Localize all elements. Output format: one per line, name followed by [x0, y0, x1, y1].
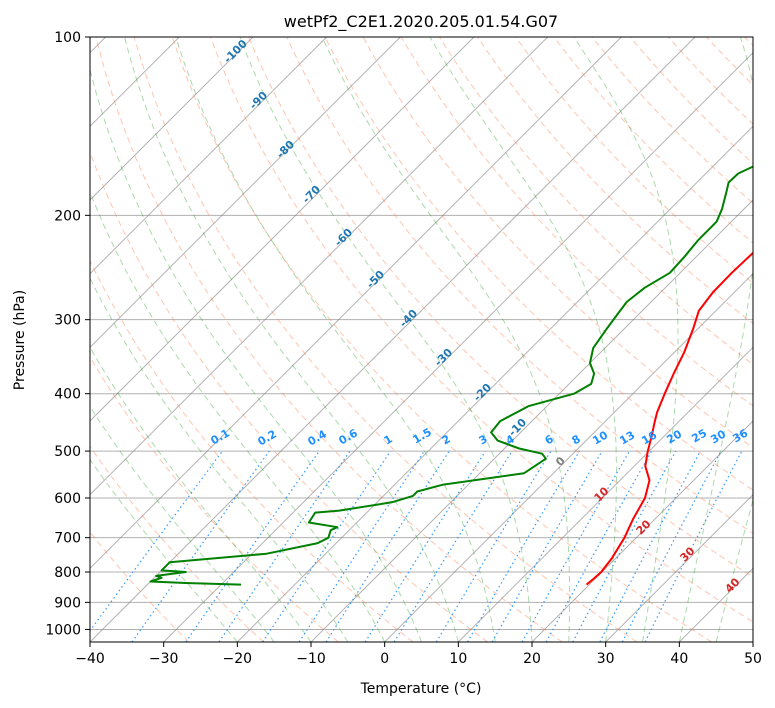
mixing-ratio-line [599, 450, 702, 642]
moist-adiabat-line [90, 67, 422, 642]
x-tick-label: 0 [380, 651, 389, 667]
axes: −40 −30 −20 −10 0 10 20 30 40 50 100 200 300 400 500 60… [45, 30, 762, 667]
mixing-ratio-line [364, 450, 486, 642]
y-tick-label: 600 [54, 491, 81, 507]
isotherm-line [90, 37, 549, 496]
dry-adiabat-line [248, 37, 753, 578]
y-tick-label: 700 [54, 531, 81, 547]
plot-background [90, 37, 753, 642]
y-tick-label: 500 [54, 444, 81, 460]
x-tick-label: 30 [597, 651, 615, 667]
x-tick-label: 20 [523, 651, 541, 667]
y-tick-label: 200 [54, 208, 81, 224]
y-tick-label: 800 [54, 565, 81, 581]
moist-adiabat-line [573, 37, 679, 642]
background-lines [90, 37, 753, 642]
isotherm-line [90, 37, 696, 642]
dry-adiabat-line [95, 37, 563, 642]
dry-adiabat-line [515, 37, 753, 284]
moist-adiabat-line [239, 37, 533, 642]
isotherm-line [752, 641, 753, 642]
mixing-ratio-line [572, 450, 677, 642]
moist-adiabat-line [175, 37, 496, 642]
x-tick-label: −10 [296, 651, 326, 667]
moist-adiabat-line [321, 37, 571, 642]
y-tick-label: 900 [54, 595, 81, 611]
y-tick-label: 400 [54, 387, 81, 403]
moist-adiabat-line [715, 498, 753, 642]
dry-adiabat-line [90, 445, 264, 642]
moist-adiabat-line [90, 277, 349, 642]
isotherm-line [163, 51, 753, 642]
moist-adiabat-line [90, 190, 386, 642]
isotherm-line [384, 272, 753, 642]
moist-adiabat-line [90, 405, 275, 642]
isotherm-line [310, 199, 753, 642]
mixing-ratio-line [393, 450, 513, 642]
y-tick-label: 300 [54, 313, 81, 329]
mixing-ratio-line [218, 450, 351, 642]
isotherm-line [605, 493, 753, 642]
data-series [149, 165, 753, 586]
dewpoint-line [149, 165, 753, 586]
plot-frame [89, 36, 754, 643]
x-tick-label: 10 [449, 651, 467, 667]
dry-adiabat-line [90, 259, 414, 642]
x-tick-label: 40 [670, 651, 688, 667]
isotherm-line [531, 420, 753, 642]
mixing-ratio-line [466, 450, 580, 642]
moist-adiabat-line [678, 37, 753, 642]
x-axis-label: Temperature (°C) [360, 681, 482, 697]
dry-adiabat-line [171, 37, 712, 642]
dry-adiabat-line [286, 37, 753, 534]
moist-adiabat-line [124, 37, 459, 642]
mixing-ratio-line [298, 450, 425, 642]
y-tick-label: 1000 [45, 622, 81, 638]
x-tick-label: −20 [223, 651, 253, 667]
isotherm-line [90, 37, 622, 570]
temperature-line [585, 251, 753, 586]
isotherm-line [90, 37, 254, 201]
x-tick-label: −30 [149, 651, 179, 667]
dry-adiabat-line [210, 37, 753, 623]
isotherm-line [457, 346, 753, 642]
mixing-ratio-line [185, 450, 320, 642]
y-axis-label: Pressure (hPa) [12, 290, 28, 390]
dry-adiabat-line [324, 37, 753, 491]
moist-adiabat-line [429, 37, 617, 642]
x-tick-label: 50 [744, 651, 762, 667]
isotherm-line [90, 37, 475, 422]
mixing-ratio-line [262, 450, 392, 642]
mixing-ratio-line [325, 450, 450, 642]
y-tick-label: 100 [54, 30, 81, 46]
x-tick-label: −40 [75, 651, 105, 667]
isotherm-line [90, 37, 328, 275]
isotherm-line [90, 37, 401, 349]
moist-adiabat-line [90, 458, 238, 642]
mixing-ratio-line [435, 450, 552, 642]
moist-adiabat-line [90, 346, 312, 642]
isotherm-line [236, 125, 753, 642]
chart-title: wetPf2_C2E1.2020.205.01.54.G07 [284, 12, 558, 32]
